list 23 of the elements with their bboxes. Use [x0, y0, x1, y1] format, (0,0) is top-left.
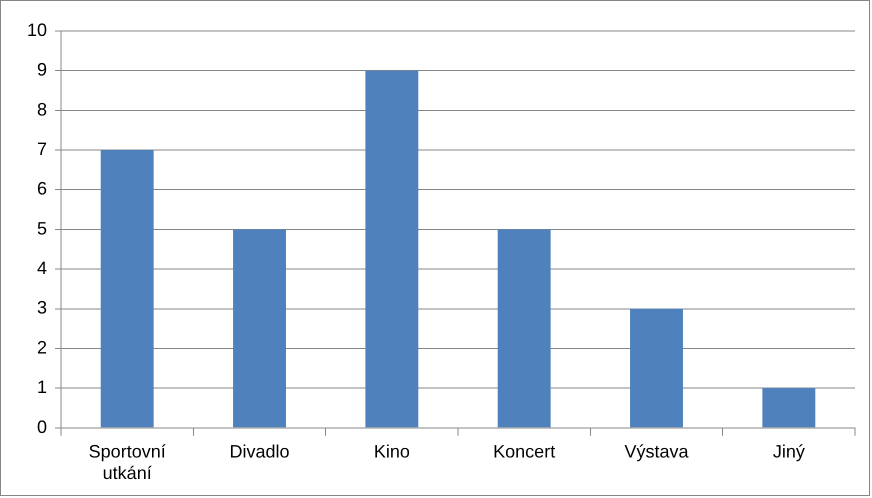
y-tick-label: 9 — [37, 60, 48, 80]
y-tick-label: 6 — [37, 178, 48, 199]
y-tick-label: 7 — [37, 139, 48, 160]
bar — [233, 229, 286, 428]
y-tick-label: 2 — [37, 337, 48, 358]
x-tick-label: Kino — [374, 442, 410, 462]
bar — [498, 229, 551, 428]
x-tick-label: Jiný — [772, 442, 805, 462]
y-tick-label: 3 — [37, 298, 48, 318]
y-tick-label: 0 — [37, 416, 48, 437]
bar — [365, 70, 418, 428]
x-tick-label: Výstava — [624, 442, 690, 462]
bar — [762, 388, 816, 428]
y-tick-label: 4 — [37, 258, 48, 278]
x-tick-label: Divadlo — [230, 442, 290, 462]
y-tick-label: 1 — [37, 377, 48, 398]
x-tick-label: Sportovní utkání — [88, 442, 166, 484]
y-tick-label: 5 — [37, 218, 48, 238]
y-tick-label: 10 — [26, 20, 48, 40]
y-tick-label: 8 — [37, 99, 48, 120]
x-tick-label: Koncert — [493, 442, 556, 462]
bar — [630, 308, 683, 428]
bar — [100, 150, 154, 428]
